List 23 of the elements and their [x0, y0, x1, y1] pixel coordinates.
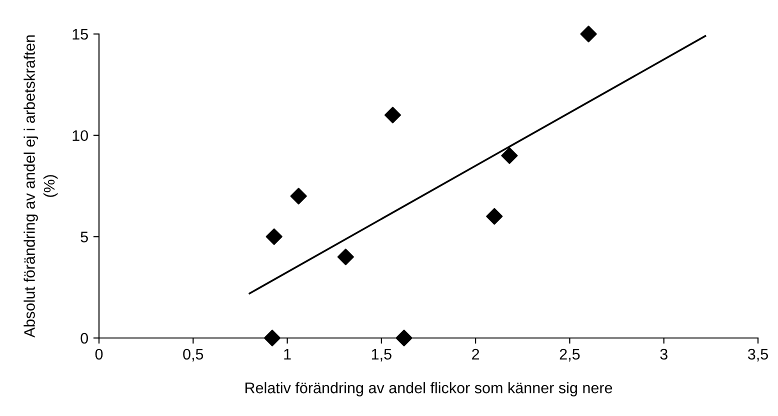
- x-tick-label: 2,5: [560, 348, 580, 362]
- point: [384, 106, 402, 124]
- y-tick-label: 5: [80, 232, 88, 242]
- point: [266, 228, 282, 245]
- y-tick-label: 0: [80, 332, 88, 344]
- x-tick-label: 0: [95, 348, 103, 360]
- x-tick-label: 1,5: [372, 348, 392, 362]
- x-axis-title: Relativ förändring av andel flickor som känner sig nere: [245, 382, 612, 396]
- x-tick-label: 3: [660, 348, 668, 360]
- point: [290, 188, 307, 204]
- point: [337, 248, 354, 266]
- x-tick-label: 0,5: [183, 348, 204, 362]
- point: [580, 26, 597, 42]
- point: [396, 330, 412, 346]
- y-tick-label: 10: [72, 130, 88, 142]
- x-tick-label: 3,5: [748, 348, 768, 362]
- x-tick-label: 1: [284, 348, 291, 360]
- point: [264, 330, 281, 346]
- point: [501, 147, 518, 164]
- y-tick-label: 15: [72, 29, 88, 40]
- x-tick-label: 2: [472, 348, 480, 360]
- y-axis-title: Absolut förändring av andel ej i arbetskraften (%): [24, 35, 58, 338]
- point: [486, 208, 503, 225]
